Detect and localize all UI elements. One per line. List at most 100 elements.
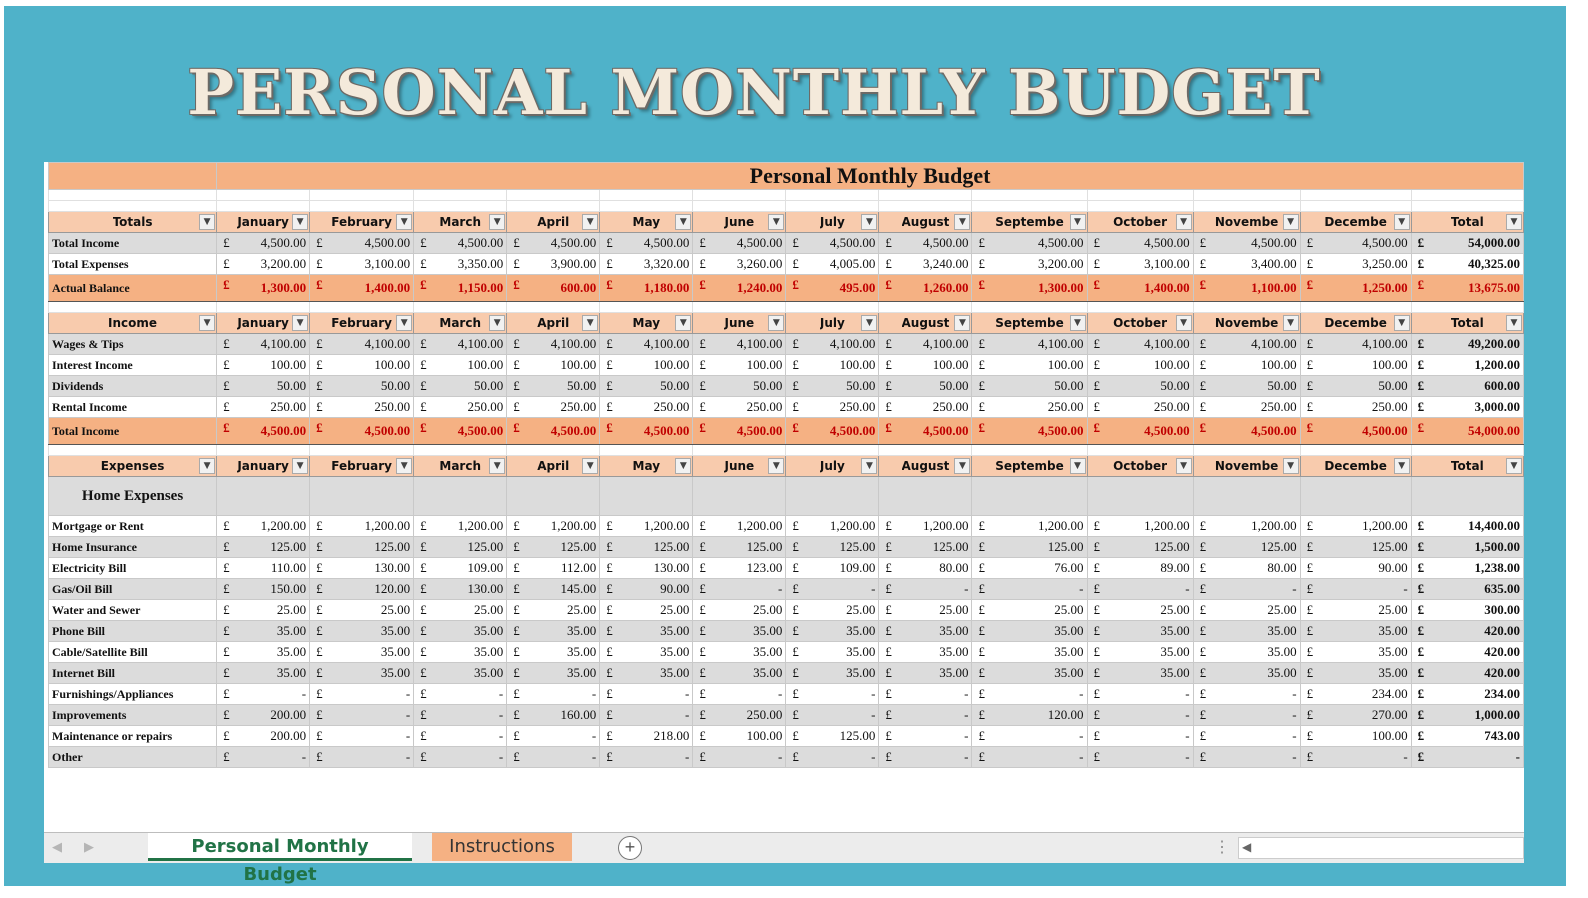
value-cell[interactable]: £250.00 — [785, 396, 880, 418]
empty-cell[interactable] — [971, 189, 1088, 201]
value-cell[interactable]: £4,100.00 — [216, 333, 311, 355]
value-cell[interactable]: £ - — [413, 704, 508, 726]
total-cell[interactable]: £13,675.00 — [1410, 274, 1524, 302]
value-cell[interactable]: £ - — [1192, 746, 1301, 768]
value-cell[interactable]: £4,100.00 — [413, 333, 508, 355]
row-label-total-expenses[interactable]: Total Expenses — [47, 253, 218, 275]
dropdown-arrow-icon[interactable]: ▼ — [1393, 315, 1410, 331]
dropdown-arrow-icon[interactable]: ▼ — [1175, 315, 1192, 331]
value-cell[interactable]: £125.00 — [216, 536, 311, 558]
value-cell[interactable]: £ - — [413, 683, 508, 705]
dropdown-arrow-icon[interactable]: ▼ — [199, 315, 216, 331]
header-october[interactable]: October ▼ — [1086, 211, 1194, 233]
row-label-internet-bill[interactable]: Internet Bill — [47, 662, 218, 684]
value-cell[interactable]: £ - — [309, 683, 415, 705]
value-cell[interactable]: £25.00 — [692, 599, 787, 621]
empty-cell[interactable] — [1410, 476, 1524, 516]
value-cell[interactable]: £ - — [216, 746, 311, 768]
value-cell[interactable]: £100.00 — [692, 354, 787, 376]
dropdown-arrow-icon[interactable]: ▼ — [199, 458, 216, 474]
value-cell[interactable]: £ - — [692, 578, 787, 600]
dropdown-arrow-icon[interactable]: ▼ — [1506, 214, 1522, 230]
value-cell[interactable]: £35.00 — [1299, 641, 1412, 663]
value-cell[interactable]: £35.00 — [692, 662, 787, 684]
value-cell[interactable]: £ - — [878, 746, 973, 768]
value-cell[interactable]: £112.00 — [506, 557, 601, 579]
empty-cell[interactable] — [506, 301, 601, 313]
value-cell[interactable]: £ - — [413, 746, 508, 768]
value-cell[interactable]: £1,200.00 — [1192, 515, 1301, 537]
value-cell[interactable]: £25.00 — [599, 599, 694, 621]
value-cell[interactable]: £35.00 — [599, 620, 694, 642]
empty-cell[interactable] — [216, 476, 311, 516]
header-total[interactable]: Total ▼ — [1410, 211, 1524, 233]
value-cell[interactable]: £1,240.00 — [692, 274, 787, 302]
empty-cell[interactable] — [1086, 200, 1194, 212]
value-cell[interactable]: £50.00 — [1192, 375, 1301, 397]
empty-cell[interactable] — [1192, 476, 1301, 516]
dropdown-arrow-icon[interactable]: ▼ — [1282, 214, 1299, 230]
value-cell[interactable]: £4,500.00 — [878, 417, 973, 445]
header-march[interactable]: March ▼ — [413, 211, 508, 233]
total-cell[interactable]: £1,200.00 — [1410, 354, 1524, 376]
value-cell[interactable]: £1,180.00 — [599, 274, 694, 302]
empty-cell[interactable] — [309, 200, 415, 212]
row-label-wages-tips[interactable]: Wages & Tips — [47, 333, 218, 355]
value-cell[interactable]: £4,500.00 — [599, 417, 694, 445]
value-cell[interactable]: £35.00 — [1192, 641, 1301, 663]
dropdown-arrow-icon[interactable]: ▼ — [1506, 315, 1522, 331]
horizontal-scrollbar[interactable]: ◀ — [1238, 837, 1524, 859]
value-cell[interactable]: £218.00 — [599, 725, 694, 747]
value-cell[interactable]: £4,100.00 — [309, 333, 415, 355]
value-cell[interactable]: £ - — [1192, 578, 1301, 600]
value-cell[interactable]: £125.00 — [692, 536, 787, 558]
empty-cell[interactable] — [599, 200, 694, 212]
row-label-other[interactable]: Other — [47, 746, 218, 768]
value-cell[interactable]: £123.00 — [692, 557, 787, 579]
value-cell[interactable]: £35.00 — [309, 620, 415, 642]
value-cell[interactable]: £25.00 — [878, 599, 973, 621]
value-cell[interactable]: £3,320.00 — [599, 253, 694, 275]
value-cell[interactable]: £250.00 — [971, 396, 1088, 418]
empty-cell[interactable] — [971, 444, 1088, 456]
dropdown-arrow-icon[interactable]: ▼ — [582, 458, 599, 474]
header-august[interactable]: August ▼ — [878, 211, 973, 233]
value-cell[interactable]: £4,500.00 — [785, 417, 880, 445]
value-cell[interactable]: £4,005.00 — [785, 253, 880, 275]
empty-cell[interactable] — [1410, 189, 1524, 201]
value-cell[interactable]: £250.00 — [506, 396, 601, 418]
value-cell[interactable]: £35.00 — [878, 641, 973, 663]
value-cell[interactable]: £3,350.00 — [413, 253, 508, 275]
value-cell[interactable]: £4,500.00 — [309, 417, 415, 445]
empty-cell[interactable] — [309, 476, 415, 516]
value-cell[interactable]: £3,100.00 — [309, 253, 415, 275]
header-totals[interactable]: Totals ▼ — [47, 211, 218, 233]
value-cell[interactable]: £4,500.00 — [413, 232, 508, 254]
value-cell[interactable]: £80.00 — [1192, 557, 1301, 579]
value-cell[interactable]: £50.00 — [599, 375, 694, 397]
value-cell[interactable]: £76.00 — [971, 557, 1088, 579]
value-cell[interactable]: £100.00 — [1192, 354, 1301, 376]
value-cell[interactable]: £4,500.00 — [971, 232, 1088, 254]
header-december[interactable]: Decembe ▼ — [1299, 455, 1412, 477]
empty-cell[interactable] — [692, 189, 787, 201]
empty-cell[interactable] — [1086, 444, 1194, 456]
empty-cell[interactable] — [1410, 200, 1524, 212]
total-cell[interactable]: £743.00 — [1410, 725, 1524, 747]
dropdown-arrow-icon[interactable]: ▼ — [954, 315, 971, 331]
row-label-cable-satellite-bill[interactable]: Cable/Satellite Bill — [47, 641, 218, 663]
dropdown-arrow-icon[interactable]: ▼ — [768, 315, 785, 331]
header-february[interactable]: February ▼ — [309, 312, 415, 334]
value-cell[interactable]: £100.00 — [692, 725, 787, 747]
value-cell[interactable]: £35.00 — [309, 641, 415, 663]
value-cell[interactable]: £250.00 — [413, 396, 508, 418]
value-cell[interactable]: £4,100.00 — [692, 333, 787, 355]
total-cell[interactable]: £420.00 — [1410, 641, 1524, 663]
value-cell[interactable]: £35.00 — [309, 662, 415, 684]
value-cell[interactable]: £1,250.00 — [1299, 274, 1412, 302]
value-cell[interactable]: £3,900.00 — [506, 253, 601, 275]
value-cell[interactable]: £100.00 — [309, 354, 415, 376]
value-cell[interactable]: £4,100.00 — [785, 333, 880, 355]
value-cell[interactable]: £ - — [785, 746, 880, 768]
value-cell[interactable]: £35.00 — [785, 620, 880, 642]
